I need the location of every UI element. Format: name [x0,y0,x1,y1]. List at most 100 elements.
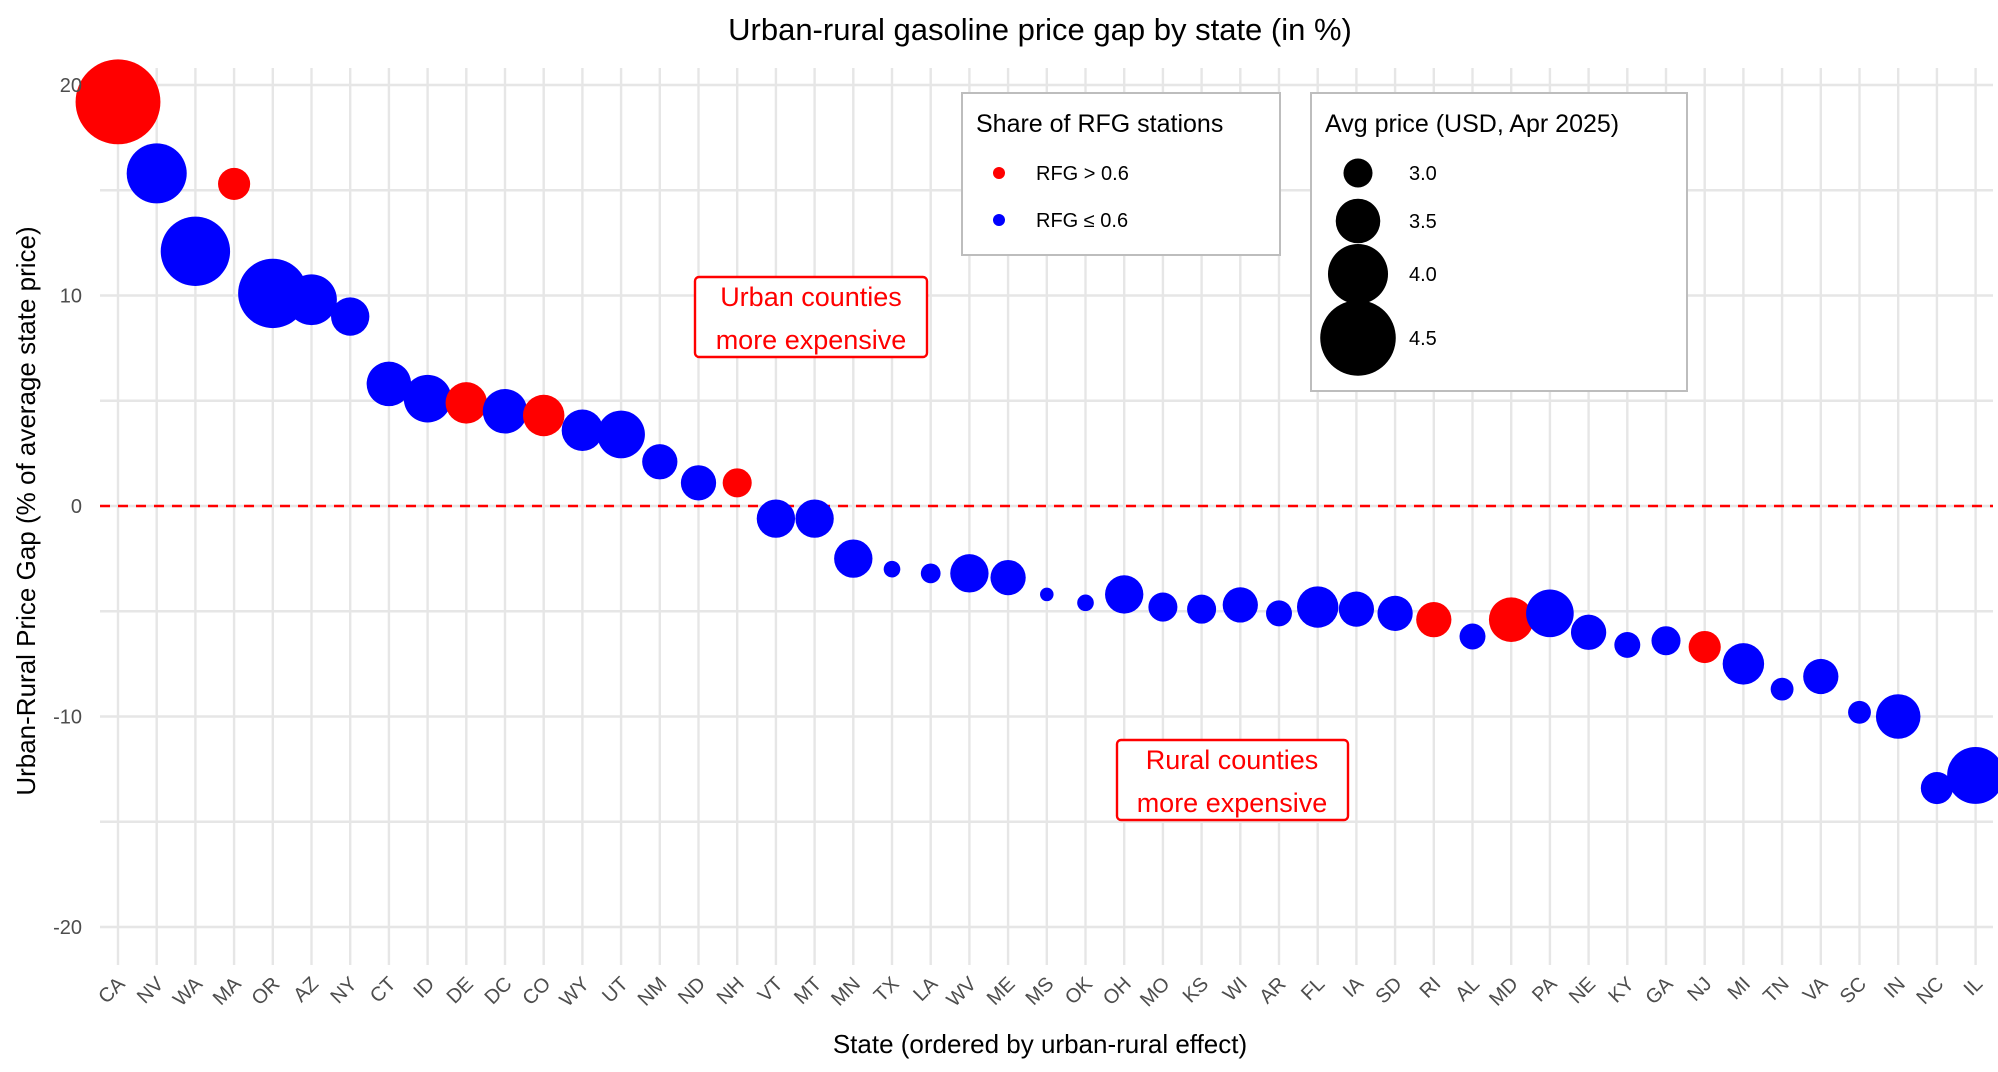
annotation-urban-box [693,275,929,359]
point-KY [1614,631,1641,658]
data-points [75,59,1998,805]
x-tick-label-UT: UT [598,973,632,1007]
x-tick-label-ME: ME [983,973,1020,1010]
x-tick-label-MO: MO [1136,973,1174,1011]
point-AL [1459,623,1486,650]
point-AR [1266,600,1292,627]
x-tick-label-NV: NV [133,973,169,1009]
x-tick-label-DE: DE [443,973,478,1008]
x-tick-label-CO: CO [518,973,555,1010]
annotation-urban: Urban counties more expensive [693,275,929,359]
annotation-rural-box [1115,738,1350,822]
x-tick-label-ND: ND [674,973,710,1009]
point-CO [522,394,565,437]
point-IN [1875,694,1921,739]
y-tick-label: -10 [53,707,82,729]
x-tick-label-NY: NY [327,973,362,1008]
legend-avg-price: Avg price (USD, Apr 2025) 3.0 3.5 4.0 4.5 [1310,92,1688,392]
x-tick-label-OH: OH [1099,973,1136,1010]
point-FL [1296,586,1339,628]
legend-size-swatch [1335,198,1381,244]
point-RI [1416,602,1452,638]
x-tick-label-OK: OK [1061,973,1097,1009]
legend-rfg-low-label: RFG ≤ 0.6 [1036,210,1128,232]
point-ID [403,374,452,423]
point-WI [1222,587,1258,623]
x-tick-label-NH: NH [713,973,749,1009]
point-VT [756,499,796,538]
point-OK [1077,594,1094,612]
x-tick-label-AL: AL [1451,973,1484,1006]
point-AZ [286,274,337,326]
point-PA [1526,589,1574,638]
y-tick-label: 20 [60,75,82,97]
x-tick-label-NM: NM [634,973,672,1011]
x-tick-label-OR: OR [248,973,285,1010]
point-WV [950,554,989,593]
point-ND [680,465,717,501]
point-TN [1770,677,1794,701]
legend-avg-price-title: Avg price (USD, Apr 2025) [1325,110,1619,138]
point-NH [722,468,752,498]
y-axis-title: Urban-Rural Price Gap (% of average stat… [11,226,41,795]
point-NC [1920,771,1953,805]
x-tick-label-ID: ID [409,973,439,1003]
x-tick-label-RI: RI [1416,973,1446,1003]
legend-rfg-high-label: RFG > 0.6 [1036,163,1129,185]
x-tick-label-KY: KY [1604,973,1638,1007]
x-tick-label-TX: TX [870,973,904,1007]
x-tick-label-TN: TN [1759,973,1793,1007]
legend-size-swatch [1320,300,1396,376]
x-tick-label-MN: MN [827,973,865,1011]
point-SC [1848,700,1871,724]
point-VA [1803,658,1839,695]
x-tick-label-WV: WV [943,973,982,1012]
legend-rfg-box [961,92,1281,256]
point-NV [126,143,187,204]
point-TX [883,560,901,578]
x-tick-label-WI: WI [1219,973,1252,1006]
legend-rfg: Share of RFG stations RFG > 0.6 RFG ≤ 0.… [961,92,1281,256]
legend-size-label: 4.0 [1409,264,1437,286]
point-UT [597,410,645,459]
x-tick-label-DC: DC [481,973,517,1009]
point-KS [1187,594,1217,624]
point-MT [795,499,834,538]
x-tick-label-AZ: AZ [289,973,323,1007]
point-MN [834,539,873,578]
x-tick-label-AR: AR [1255,973,1290,1008]
point-MA [218,167,251,201]
point-NE [1570,614,1607,650]
y-tick-label: 10 [60,286,82,308]
legend-rfg-low-swatch [993,214,1005,226]
legend-size-swatch [1327,243,1389,305]
x-tick-label-IL: IL [1960,973,1987,1000]
point-ME [990,559,1026,596]
x-tick-label-WY: WY [556,973,594,1011]
point-NM [642,444,678,480]
legend-rfg-title: Share of RFG stations [976,110,1223,138]
point-NY [331,297,370,336]
x-tick-label-KS: KS [1179,973,1213,1007]
x-tick-label-MD: MD [1485,973,1523,1011]
point-DE [445,382,488,424]
x-axis-ticks: CA NV WA MA OR AZ NY CT ID DE DC CO WY UT NM ND NH VT MT MN… [94,973,1987,1012]
x-tick-label-CT: CT [366,973,400,1007]
x-tick-label-PA: PA [1528,973,1562,1007]
point-CA [75,59,161,145]
x-tick-label-WA: WA [169,973,207,1011]
x-tick-label-IN: IN [1880,973,1910,1003]
y-tick-label: -20 [53,917,82,939]
legend-size-label: 3.5 [1409,211,1437,233]
point-MI [1722,643,1765,685]
legend-size-label: 3.0 [1409,163,1437,185]
point-SD [1377,595,1413,631]
x-tick-label-MS: MS [1022,973,1059,1010]
point-GA [1651,626,1681,656]
chart-title: Urban-rural gasoline price gap by state … [728,12,1352,47]
point-MS [1040,587,1054,602]
legend-rfg-high-swatch [993,167,1005,179]
point-MO [1148,592,1178,622]
x-tick-label-SC: SC [1836,973,1871,1008]
annotation-urban-line2: more expensive [716,325,907,355]
